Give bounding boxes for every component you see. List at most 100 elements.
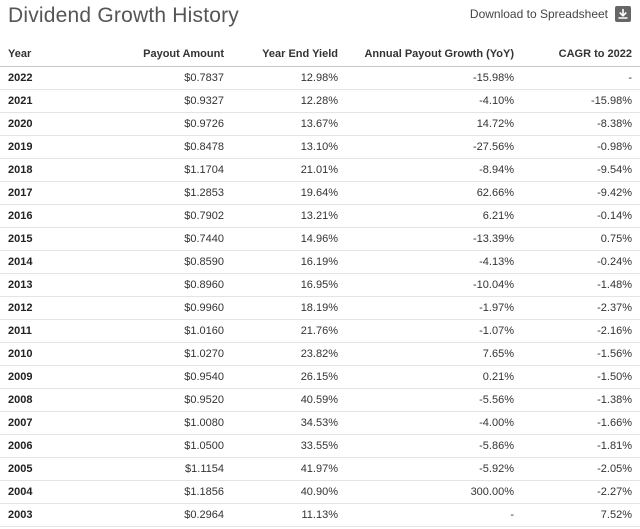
cagr-cell: -1.56% <box>522 342 640 366</box>
table-row: 2004 $1.1856 40.90% 300.00% -2.27% <box>0 480 640 504</box>
annual-payout-growth-cell: -13.39% <box>346 227 522 251</box>
cagr-cell: -2.16% <box>522 319 640 343</box>
year-end-yield-cell: 13.67% <box>232 112 346 136</box>
annual-payout-growth-cell: 14.72% <box>346 112 522 136</box>
cagr-cell: -2.27% <box>522 480 640 504</box>
year-end-yield-cell: 13.10% <box>232 135 346 159</box>
year-end-yield-cell: 16.19% <box>232 250 346 274</box>
payout-amount-cell: $0.7837 <box>72 66 232 90</box>
year-cell: 2015 <box>0 227 72 251</box>
annual-payout-growth-cell: 7.65% <box>346 342 522 366</box>
payout-amount-cell: $0.9520 <box>72 388 232 412</box>
cagr-cell: -1.50% <box>522 365 640 389</box>
header-cagr[interactable]: CAGR to 2022 <box>522 42 640 67</box>
table-row: 2012 $0.9960 18.19% -1.97% -2.37% <box>0 296 640 320</box>
payout-amount-cell: $0.9540 <box>72 365 232 389</box>
year-cell: 2019 <box>0 135 72 159</box>
payout-amount-cell: $0.7902 <box>72 204 232 228</box>
year-cell: 2003 <box>0 503 72 527</box>
table-row: 2016 $0.7902 13.21% 6.21% -0.14% <box>0 204 640 228</box>
download-label: Download to Spreadsheet <box>469 7 608 21</box>
annual-payout-growth-cell: -10.04% <box>346 273 522 297</box>
year-end-yield-cell: 34.53% <box>232 411 346 435</box>
table-body: 2022 $0.7837 12.98% -15.98% -2021 $0.9327 12.2… <box>0 66 640 527</box>
cagr-cell: -9.54% <box>522 158 640 182</box>
table-row: 2015 $0.7440 14.96% -13.39% 0.75% <box>0 227 640 251</box>
payout-amount-cell: $1.1704 <box>72 158 232 182</box>
payout-amount-cell: $0.9960 <box>72 296 232 320</box>
year-cell: 2010 <box>0 342 72 366</box>
year-end-yield-cell: 18.19% <box>232 296 346 320</box>
year-cell: 2020 <box>0 112 72 136</box>
header-year[interactable]: Year <box>0 42 72 67</box>
cagr-cell: - <box>522 66 640 90</box>
year-end-yield-cell: 40.90% <box>232 480 346 504</box>
dividend-history-table: Year Payout Amount Year End Yield Annual… <box>0 42 640 527</box>
header-year-end-yield[interactable]: Year End Yield <box>232 42 346 67</box>
table-row: 2007 $1.0080 34.53% -4.00% -1.66% <box>0 411 640 435</box>
year-end-yield-cell: 14.96% <box>232 227 346 251</box>
payout-amount-cell: $0.8590 <box>72 250 232 274</box>
table-row: 2020 $0.9726 13.67% 14.72% -8.38% <box>0 112 640 136</box>
download-spreadsheet-button[interactable]: Download to Spreadsheet <box>470 6 631 22</box>
annual-payout-growth-cell: 0.21% <box>346 365 522 389</box>
annual-payout-growth-cell: -4.10% <box>346 89 522 113</box>
year-cell: 2007 <box>0 411 72 435</box>
year-end-yield-cell: 12.98% <box>232 66 346 90</box>
annual-payout-growth-cell: 62.66% <box>346 181 522 205</box>
payout-amount-cell: $1.0270 <box>72 342 232 366</box>
year-cell: 2005 <box>0 457 72 481</box>
year-cell: 2022 <box>0 66 72 90</box>
table-row: 2005 $1.1154 41.97% -5.92% -2.05% <box>0 457 640 481</box>
year-cell: 2013 <box>0 273 72 297</box>
year-cell: 2011 <box>0 319 72 343</box>
annual-payout-growth-cell: - <box>346 503 522 527</box>
table-row: 2009 $0.9540 26.15% 0.21% -1.50% <box>0 365 640 389</box>
cagr-cell: -1.81% <box>522 434 640 458</box>
annual-payout-growth-cell: -27.56% <box>346 135 522 159</box>
year-cell: 2006 <box>0 434 72 458</box>
download-icon <box>615 6 631 22</box>
year-end-yield-cell: 12.28% <box>232 89 346 113</box>
year-cell: 2021 <box>0 89 72 113</box>
table-row: 2014 $0.8590 16.19% -4.13% -0.24% <box>0 250 640 274</box>
annual-payout-growth-cell: -4.13% <box>346 250 522 274</box>
panel-header: Dividend Growth History Download to Spre… <box>0 0 640 34</box>
table-header-row: Year Payout Amount Year End Yield Annual… <box>0 42 640 67</box>
payout-amount-cell: $1.1856 <box>72 480 232 504</box>
year-end-yield-cell: 23.82% <box>232 342 346 366</box>
year-cell: 2014 <box>0 250 72 274</box>
cagr-cell: -2.37% <box>522 296 640 320</box>
payout-amount-cell: $0.9327 <box>72 89 232 113</box>
cagr-cell: -0.98% <box>522 135 640 159</box>
header-annual-payout-growth[interactable]: Annual Payout Growth (YoY) <box>346 42 522 67</box>
cagr-cell: 7.52% <box>522 503 640 527</box>
annual-payout-growth-cell: 300.00% <box>346 480 522 504</box>
annual-payout-growth-cell: -1.97% <box>346 296 522 320</box>
annual-payout-growth-cell: -5.92% <box>346 457 522 481</box>
payout-amount-cell: $0.2964 <box>72 503 232 527</box>
header-payout-amount[interactable]: Payout Amount <box>72 42 232 67</box>
annual-payout-growth-cell: -5.86% <box>346 434 522 458</box>
table-row: 2019 $0.8478 13.10% -27.56% -0.98% <box>0 135 640 159</box>
payout-amount-cell: $1.0500 <box>72 434 232 458</box>
page-title: Dividend Growth History <box>8 4 240 27</box>
year-cell: 2018 <box>0 158 72 182</box>
payout-amount-cell: $1.0160 <box>72 319 232 343</box>
year-end-yield-cell: 33.55% <box>232 434 346 458</box>
cagr-cell: -1.48% <box>522 273 640 297</box>
table-row: 2010 $1.0270 23.82% 7.65% -1.56% <box>0 342 640 366</box>
payout-amount-cell: $0.8478 <box>72 135 232 159</box>
year-cell: 2009 <box>0 365 72 389</box>
year-end-yield-cell: 41.97% <box>232 457 346 481</box>
table-row: 2017 $1.2853 19.64% 62.66% -9.42% <box>0 181 640 205</box>
year-cell: 2016 <box>0 204 72 228</box>
year-end-yield-cell: 16.95% <box>232 273 346 297</box>
year-end-yield-cell: 21.01% <box>232 158 346 182</box>
annual-payout-growth-cell: -1.07% <box>346 319 522 343</box>
annual-payout-growth-cell: -5.56% <box>346 388 522 412</box>
annual-payout-growth-cell: -8.94% <box>346 158 522 182</box>
cagr-cell: -1.66% <box>522 411 640 435</box>
year-end-yield-cell: 26.15% <box>232 365 346 389</box>
